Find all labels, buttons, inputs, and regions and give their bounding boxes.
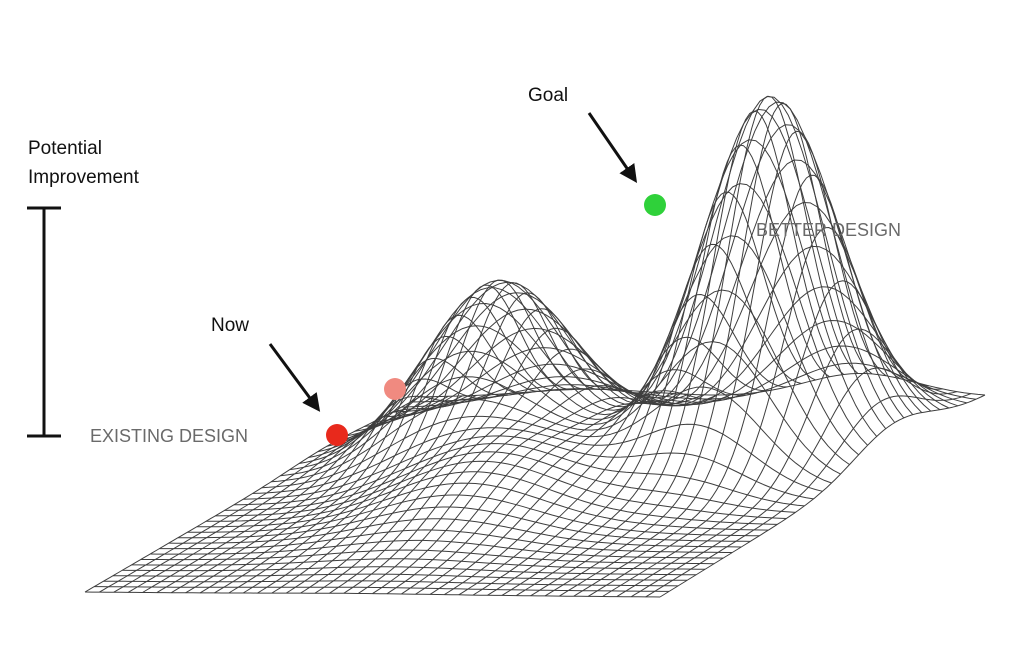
local-peak-marker (384, 378, 406, 400)
existing-design-label: EXISTING DESIGN (90, 426, 248, 446)
mesh-column-line (444, 336, 774, 596)
goal-arrow (587, 112, 638, 183)
mesh-column-line (587, 227, 915, 597)
mesh-column-line (415, 390, 746, 595)
mesh-column-line (386, 394, 717, 595)
mesh-column-line (573, 174, 901, 597)
mesh-column-line (602, 280, 929, 597)
mesh-row-line (233, 443, 805, 507)
mesh-column-line (228, 296, 562, 594)
mesh-column-line (516, 110, 845, 597)
mesh-column-line (242, 284, 576, 594)
goal-marker (644, 194, 666, 216)
surface-mesh-columns (84, 95, 986, 598)
mesh-column-line (458, 294, 788, 596)
potential-improvement-bracket (27, 206, 61, 438)
mesh-column-line (343, 368, 675, 594)
mesh-column-line (171, 378, 505, 594)
now-arrow (268, 343, 321, 412)
potential-label-line2: Improvement (28, 167, 140, 188)
mesh-column-line (300, 308, 632, 594)
mesh-column-line (559, 130, 887, 597)
potential-label-line1: Potential (28, 138, 102, 159)
mesh-column-line (142, 394, 477, 593)
mesh-column-line (185, 357, 520, 594)
mesh-column-line (329, 348, 661, 594)
mesh-column-line (472, 243, 802, 596)
mesh-column-line (530, 95, 859, 597)
mesh-column-line (127, 395, 463, 593)
mesh-column-line (659, 394, 986, 598)
mesh-column-line (401, 394, 732, 595)
now-label: Now (211, 315, 249, 336)
mesh-column-line (286, 292, 618, 594)
mesh-column-line (84, 396, 421, 593)
mesh-column-line (631, 367, 957, 598)
mesh-column-line (544, 102, 873, 597)
now-marker (326, 424, 348, 446)
mesh-row-line (280, 289, 850, 477)
mesh-column-line (616, 328, 943, 598)
mesh-column-line (645, 393, 972, 598)
goal-label: Goal (528, 85, 568, 106)
mesh-column-line (487, 191, 816, 596)
mesh-column-line (199, 335, 534, 594)
mesh-column-line (156, 394, 491, 594)
mesh-column-line (214, 314, 548, 594)
mesh-row-line (271, 341, 841, 483)
mesh-row-line (84, 591, 661, 598)
mesh-column-line (357, 385, 689, 594)
better-design-label: BETTER DESIGN (756, 220, 901, 240)
mesh-column-line (257, 279, 590, 594)
mesh-column-line (501, 144, 830, 596)
